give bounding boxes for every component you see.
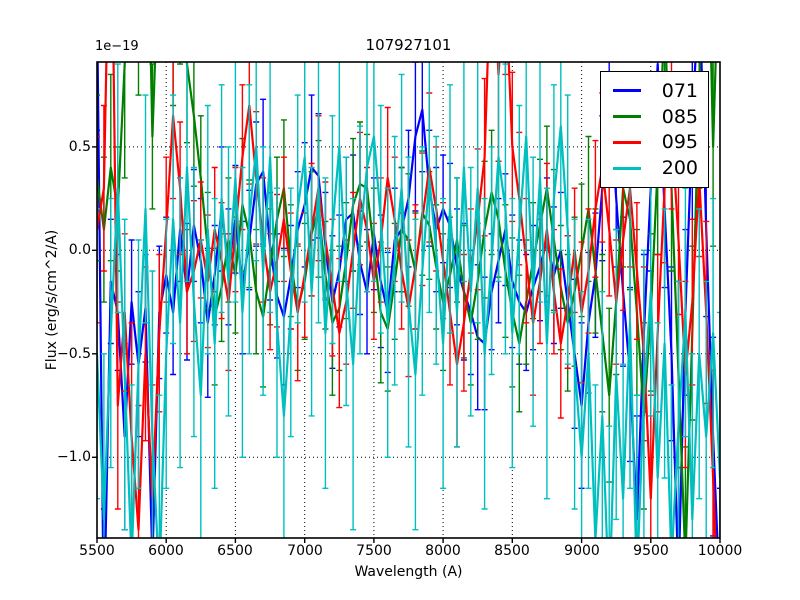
- legend-line-sample: [613, 166, 641, 170]
- x-tick-label: 6500: [217, 543, 253, 559]
- legend-label: 071: [661, 79, 698, 102]
- tick-marks: [92, 146, 721, 543]
- legend-line-sample: [613, 115, 641, 119]
- x-tick-label: 8000: [425, 543, 461, 559]
- legend-item-200: 200: [613, 157, 698, 179]
- legend-line-sample: [613, 140, 641, 144]
- legend-item-071: 071: [613, 80, 698, 102]
- legend-item-095: 095: [613, 131, 698, 153]
- y-tick-label: −0.5: [57, 346, 91, 362]
- series-200: [97, 62, 720, 538]
- y-tick-label: 0.0: [68, 242, 91, 258]
- y-tick-label: 0.5: [68, 139, 91, 155]
- x-tick-label: 9000: [564, 543, 600, 559]
- x-tick-label: 5500: [79, 543, 115, 559]
- y-axis-offset-label: 1e−19: [95, 39, 139, 54]
- legend-line-sample: [613, 89, 641, 93]
- legend-label: 085: [661, 105, 698, 128]
- chart-title: 107927101: [365, 36, 452, 54]
- axes-frame: [96, 61, 721, 539]
- legend: 071 085 095 200: [600, 71, 709, 188]
- x-tick-label: 10000: [697, 543, 743, 559]
- legend-label: 200: [661, 157, 698, 180]
- x-tick-label: 8500: [494, 543, 530, 559]
- x-tick-label: 7500: [356, 543, 392, 559]
- y-tick-label: −1.0: [57, 449, 91, 465]
- legend-item-085: 085: [613, 106, 698, 128]
- x-tick-label: 6000: [148, 543, 184, 559]
- x-tick-label: 9500: [633, 543, 669, 559]
- x-tick-label: 7000: [287, 543, 323, 559]
- x-axis-label: Wavelength (A): [354, 564, 463, 580]
- legend-label: 095: [661, 131, 698, 154]
